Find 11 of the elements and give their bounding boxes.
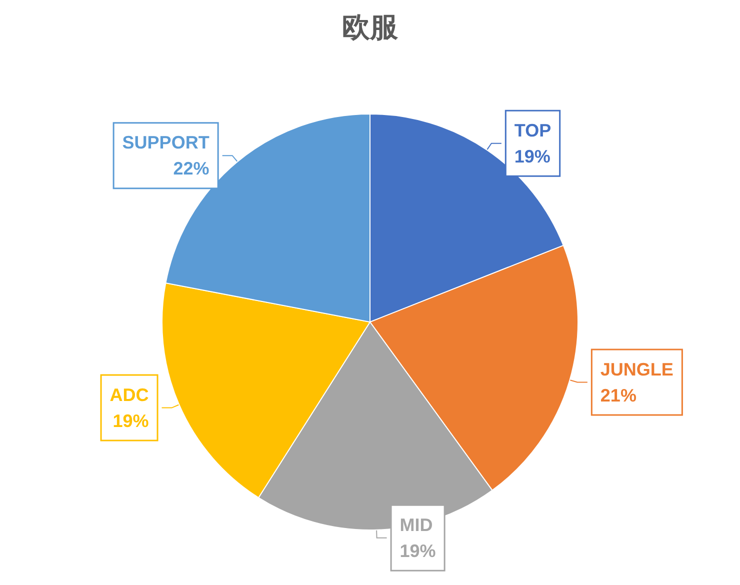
data-label: 19% xyxy=(400,540,436,561)
slice-label: JUNGLE xyxy=(600,359,674,380)
data-label: 21% xyxy=(600,385,636,406)
slice-label: ADC xyxy=(110,384,149,405)
slice-label: MID xyxy=(400,514,433,535)
slice-label: SUPPORT xyxy=(122,132,210,153)
chart-title: 欧服 xyxy=(342,10,399,44)
data-label: 22% xyxy=(173,158,210,179)
data-label: 19% xyxy=(112,410,149,431)
slice-label: TOP xyxy=(514,120,552,140)
data-label: 19% xyxy=(514,146,550,166)
